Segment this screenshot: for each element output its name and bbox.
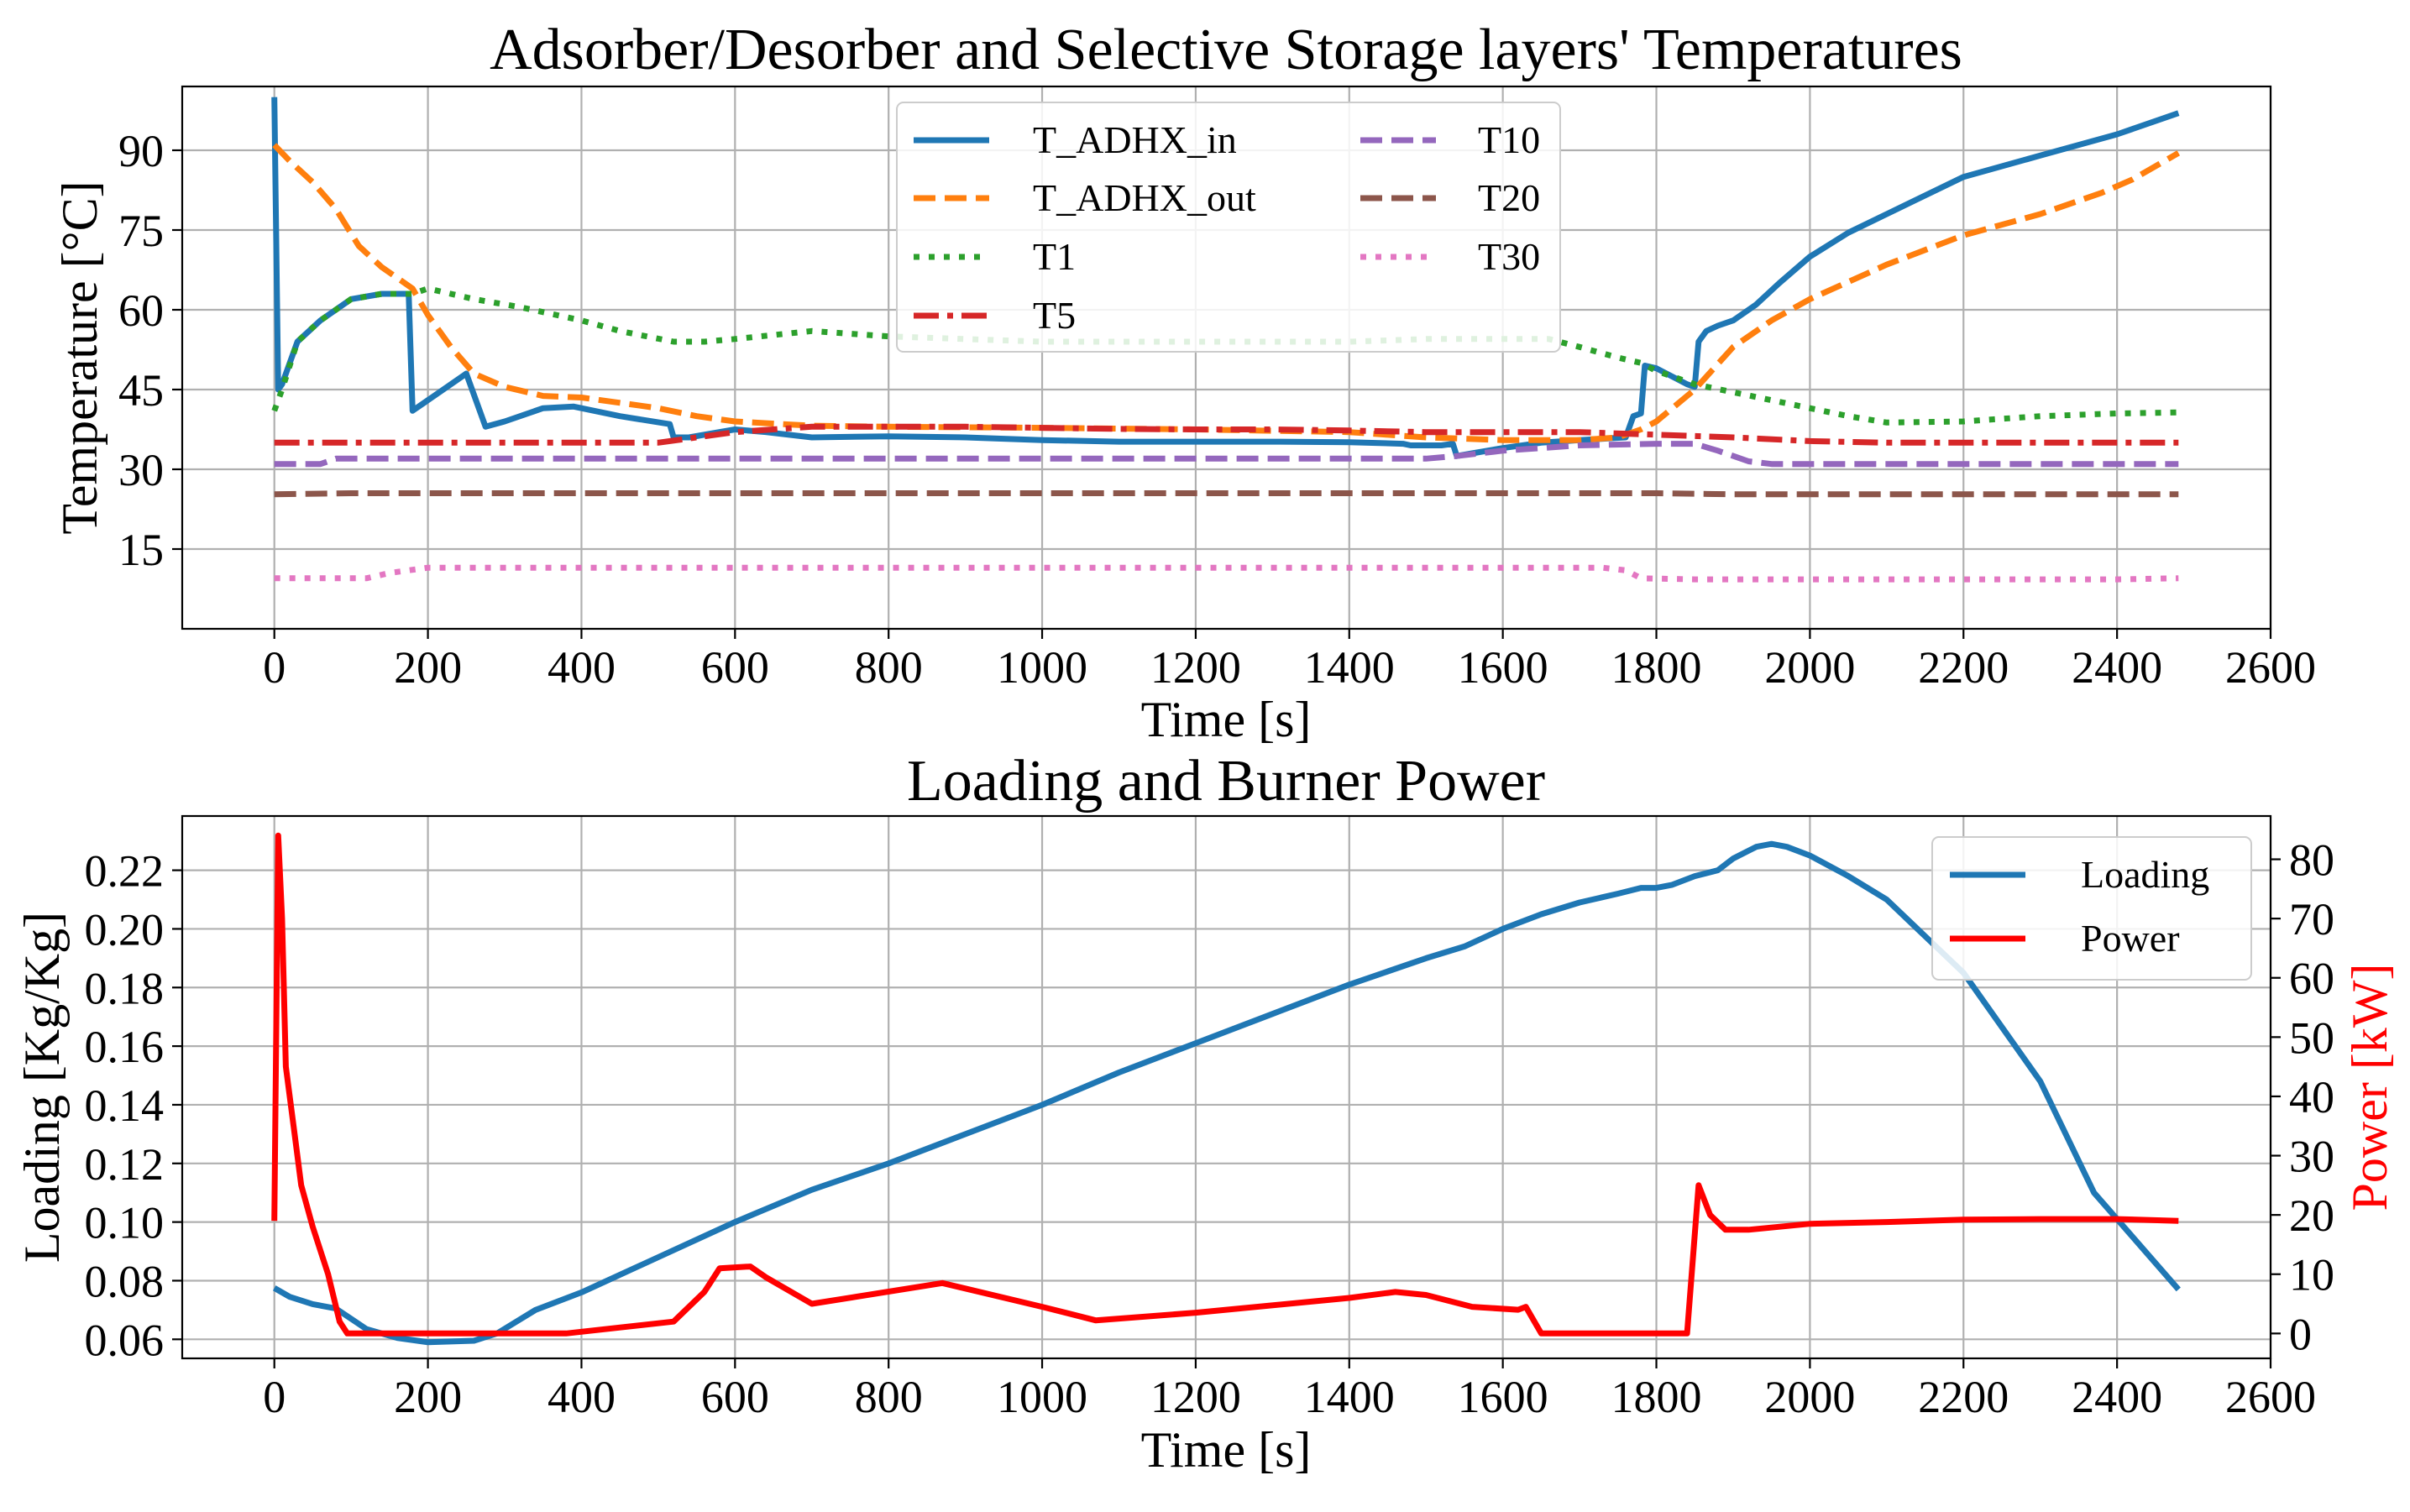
x-tick-label: 1800 (1611, 1372, 1702, 1422)
y2-tick-label: 10 (2289, 1250, 2334, 1300)
temperature-legend: T_ADHX_in T_ADHX_out T1 T5 T10 T20 T30 (896, 102, 1561, 353)
y-tick-label: 0.14 (85, 1080, 165, 1131)
loading-power-series (271, 832, 2181, 1346)
y-tick-label: 30 (118, 445, 164, 495)
x-tick-label: 200 (394, 642, 462, 693)
temperature-ticks: 0 200 400 600 800 1000 1200 1400 1600 1800 2000 220… (118, 126, 2316, 693)
legend-box (896, 102, 1561, 353)
y-tick-label: 75 (118, 206, 164, 256)
series-line-t-adhx-out (272, 143, 2181, 443)
legend-label-power: Power (2081, 917, 2180, 960)
legend-label-t1: T1 (1033, 235, 1076, 278)
series-line-power (271, 832, 2179, 1337)
y-tick-label: 0.10 (85, 1198, 165, 1248)
x-tick-label: 2600 (2225, 642, 2316, 693)
series-line-t30 (274, 564, 2179, 583)
x-tick-label: 600 (701, 642, 769, 693)
loading-axes-frame (181, 814, 2272, 1360)
x-tick-label: 800 (855, 642, 923, 693)
legend-label-t10: T10 (1478, 118, 1540, 161)
loading-power-legend: Loading Power (1931, 836, 2252, 981)
x-tick-label: 400 (547, 642, 616, 693)
x-tick-label: 1600 (1458, 642, 1548, 693)
x-axis-label: Time [s] (1141, 1422, 1312, 1478)
x-tick-label: 2000 (1764, 642, 1855, 693)
y2-tick-label: 0 (2289, 1309, 2312, 1359)
legend-label-t5: T5 (1033, 294, 1076, 337)
loading-power-chart: Loading and Burner Power 0 200 400 600 800 10… (14, 749, 2397, 1478)
y2-tick-label: 70 (2289, 894, 2334, 944)
y-tick-label: 15 (118, 525, 164, 575)
y-tick-label: 0.22 (85, 846, 165, 897)
x-tick-label: 1600 (1458, 1372, 1548, 1422)
x-tick-label: 1000 (997, 1372, 1087, 1422)
y-tick-label: 90 (118, 126, 164, 176)
y-tick-label: 0.12 (85, 1139, 165, 1190)
series-line-t5 (274, 423, 2179, 446)
y-tick-label: 0.06 (85, 1315, 165, 1365)
x-tick-label: 200 (394, 1372, 462, 1422)
x-tick-label: 2000 (1764, 1372, 1855, 1422)
series-line-loading (272, 840, 2181, 1346)
chart-title: Adsorber/Desorber and Selective Storage … (490, 18, 1962, 82)
y2-tick-label: 20 (2289, 1190, 2334, 1241)
y-axis-label: Temperature [°C] (52, 180, 107, 534)
x-tick-label: 1400 (1304, 642, 1395, 693)
loading-ticks: 0 200 400 600 800 1000 1200 1400 1600 1800 2000 220… (85, 835, 2335, 1422)
y-tick-label: 45 (118, 365, 164, 416)
x-tick-label: 800 (855, 1372, 923, 1422)
x-tick-label: 1800 (1611, 642, 1702, 693)
x-tick-label: 2400 (2072, 1372, 2162, 1422)
y2-tick-label: 30 (2289, 1132, 2334, 1182)
x-tick-label: 1400 (1304, 1372, 1395, 1422)
x-tick-label: 2400 (2072, 642, 2162, 693)
temperature-axes-frame (181, 85, 2272, 630)
temperature-chart: Adsorber/Desorber and Selective Storage … (52, 18, 2316, 747)
x-tick-label: 1200 (1150, 1372, 1241, 1422)
y-tick-label: 0.20 (85, 904, 165, 955)
x-tick-label: 600 (701, 1372, 769, 1422)
x-tick-label: 2600 (2225, 1372, 2316, 1422)
y-tick-label: 0.18 (85, 963, 165, 1013)
y-tick-label: 0.08 (85, 1256, 165, 1306)
x-tick-label: 1200 (1150, 642, 1241, 693)
y-axis-label: Loading [Kg/Kg] (14, 912, 70, 1263)
x-tick-label: 2200 (1918, 642, 2009, 693)
y-tick-label: 0.16 (85, 1022, 165, 1072)
y2-tick-label: 50 (2289, 1012, 2334, 1063)
x-axis-label: Time [s] (1141, 692, 1312, 747)
chart-title: Loading and Burner Power (907, 749, 1545, 814)
legend-label-t20: T20 (1478, 176, 1540, 219)
y2-tick-label: 60 (2289, 954, 2334, 1004)
x-tick-label: 0 (263, 1372, 286, 1422)
x-tick-label: 1000 (997, 642, 1087, 693)
y2-axis-label: Power [kW] (2342, 964, 2397, 1211)
legend-label-loading: Loading (2081, 853, 2209, 896)
y2-tick-label: 40 (2289, 1072, 2334, 1122)
y-tick-label: 60 (118, 285, 164, 336)
x-tick-label: 400 (547, 1372, 616, 1422)
y2-tick-label: 80 (2289, 835, 2334, 886)
legend-label-t-adhx-out: T_ADHX_out (1033, 176, 1256, 219)
legend-label-t30: T30 (1478, 235, 1540, 278)
x-tick-label: 0 (263, 642, 286, 693)
x-tick-label: 2200 (1918, 1372, 2009, 1422)
series-line-t10 (274, 441, 2179, 468)
series-line-t-adhx-in (271, 97, 2180, 459)
legend-label-t-adhx-in: T_ADHX_in (1033, 118, 1237, 161)
